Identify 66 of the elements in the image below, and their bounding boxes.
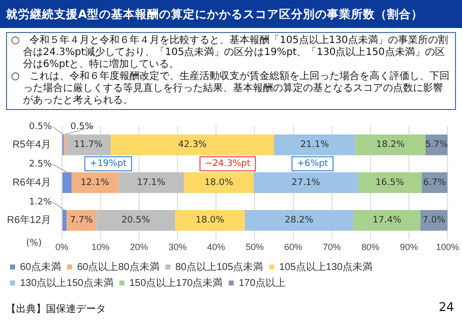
data-label: 7.7% [70,216,94,226]
bar [244,210,354,231]
x-tick-label: 80% [361,242,380,252]
legend-label: 170点以上 [238,276,286,289]
text: ○ 令和５年４月と令和６年４月を比較すると、基本報酬「105点以上130点未満」の事業所の割合は24.3%pt減少しており、「105点未満」の区分は19%pt、「130点以上150点未満」の区分は6%ptと、特に増加している。 [11,35,449,70]
x-tick-label: 20% [130,242,148,252]
annotation: −24.3%pt [205,159,251,170]
legend-label: 150点以上170点未満 [129,276,223,289]
bar [96,210,176,231]
data-label: 17.4% [372,216,402,226]
data-label: 17.1% [136,178,166,188]
bar [110,134,274,156]
x-tick-label: 10% [91,242,110,252]
bar [274,134,356,156]
data-label: 18.0% [196,216,225,226]
legend-label: 60点未満 [20,260,62,273]
x-tick-label: 40% [207,242,226,252]
data-label: 27.1% [291,178,321,188]
annotation: +19%pt [90,159,128,170]
data-label: 11.7% [74,140,104,150]
bar [62,210,67,231]
data-label: 1.2% [28,197,52,208]
y-tick-label: R6年4月 [12,176,51,188]
legend-label: 130点以上150点未満 [20,276,114,289]
text: 24 [438,300,454,314]
x-axis-title: (%) [26,238,42,249]
y-tick-label: R5年4月 [12,138,51,151]
legend-label: 80点以上105点未満 [175,260,264,273]
data-label: 2.5% [28,160,52,170]
bar [175,210,245,231]
data-label: 16.5% [376,178,405,188]
annotation: +6%pt [297,159,329,170]
data-label: 20.5% [121,216,150,226]
bar [118,172,184,193]
data-label: 28.2% [284,216,314,226]
bar [62,172,72,193]
bar [72,172,118,193]
text: ○ これは、令和６年度報酬改定で、生産活動収支が賃金総額を上回った場合を高く評価し、下回った場合に厳しくする等見直しを行った結果、基本報酬の算定の基となるスコアの点数に影響があったと考えられる。 [11,71,451,107]
data-label: 0.5% [28,122,52,132]
x-tick-label: 70% [322,242,341,252]
data-label: 12.1% [80,178,110,188]
x-tick-label: 60% [284,242,302,252]
x-tick-label: 30% [168,242,187,252]
bar [355,134,426,156]
bar [353,210,420,231]
x-tick-label: 0% [55,242,68,252]
legend-label: 60点以上80点未満 [77,260,160,273]
text: 【出典】国保連データ [6,302,106,316]
data-label: 0.5% [70,122,94,132]
data-label: 21.1% [300,140,330,150]
bar [184,172,254,193]
data-label: 18.0% [204,178,234,188]
chart-title: 就労継続支援A型の基本報酬の算定にかかるスコア区分別の事業所数（割合） [0,0,462,28]
data-label: 6.7% [423,178,446,188]
x-tick-label: 90% [400,242,418,252]
data-label: 5.7% [425,140,448,150]
data-label: 42.3% [178,140,208,150]
bar [254,172,358,193]
bar [358,172,422,193]
bar [66,134,111,156]
data-label: 7.0% [422,216,446,226]
legend-label: 105点以上130点未満 [279,260,373,273]
x-tick-label: 50% [246,242,264,252]
y-tick-label: R6年12月 [7,214,51,226]
x-tick-label: 100% [436,242,460,252]
data-label: 18.2% [376,140,406,150]
